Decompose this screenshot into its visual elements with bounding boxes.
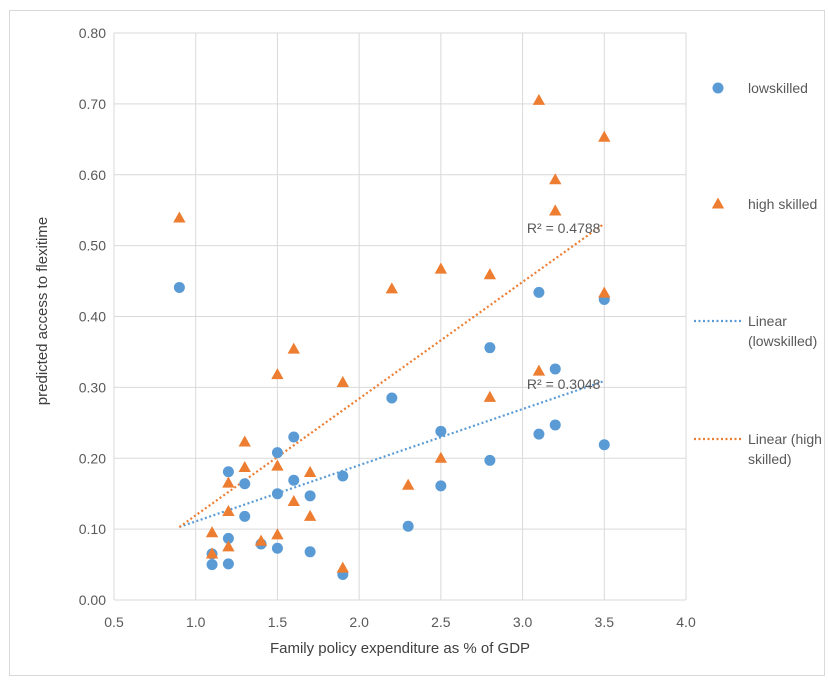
r2-labels: R² = 0.3048 R² = 0.4788 <box>527 220 601 392</box>
y-tick-label: 0.30 <box>79 379 106 395</box>
high-skilled-point <box>287 342 300 354</box>
x-tick-label: 3.5 <box>595 614 615 630</box>
lowskilled-point <box>549 419 561 431</box>
tick-labels: 0.00 0.10 0.20 0.30 0.40 0.50 0.60 0.70 0.80 0.5 1… <box>79 25 696 630</box>
trendline-lowskilled <box>179 379 605 529</box>
y-tick-label: 0.00 <box>79 592 106 608</box>
lowskilled-point <box>549 363 561 375</box>
lowskilled-point <box>484 342 496 354</box>
y-tick-label: 0.70 <box>79 96 106 112</box>
legend-label-trend-high-skilled: skilled) <box>748 451 792 467</box>
high-skilled-point <box>549 173 562 185</box>
high-skilled-point <box>271 459 284 471</box>
x-axis-label: Family policy expenditure as % of GDP <box>270 640 530 657</box>
high-skilled-point <box>238 460 251 473</box>
high-skilled-point <box>303 509 317 521</box>
legend-label-lowskilled: lowskilled <box>748 80 808 96</box>
x-tick-label: 0.5 <box>104 614 124 630</box>
x-tick-label: 4.0 <box>676 614 696 630</box>
lowskilled-point <box>239 478 251 490</box>
x-tick-label: 2.5 <box>431 614 451 630</box>
legend-marker-high-skilled <box>711 197 725 209</box>
y-tick-label: 0.10 <box>79 521 106 537</box>
y-tick-label: 0.40 <box>79 309 106 325</box>
lowskilled-point <box>206 559 218 571</box>
high-skilled-point <box>532 364 546 376</box>
chart-frame: 0.00 0.10 0.20 0.30 0.40 0.50 0.60 0.70 0.80 0.5 1… <box>9 10 825 676</box>
lowskilled-point <box>402 520 414 532</box>
lowskilled-point <box>288 474 300 486</box>
lowskilled-point <box>533 428 545 440</box>
lowskilled-point <box>173 281 185 293</box>
high-skilled-point <box>173 211 186 223</box>
lowskilled-point <box>386 392 398 404</box>
lowskilled-point <box>239 510 251 522</box>
lowskilled-point <box>271 542 283 554</box>
high-skilled-point <box>205 526 219 538</box>
scatter-chart: 0.00 0.10 0.20 0.30 0.40 0.50 0.60 0.70 0.80 0.5 1… <box>34 25 822 657</box>
legend: lowskilled high skilled Linear (lowskilled)… <box>694 80 822 467</box>
high-skilled-point <box>222 504 235 516</box>
trendline-high-skilled <box>178 222 605 528</box>
high-skilled-point <box>549 204 562 216</box>
high-skilled-point <box>401 478 415 490</box>
x-tick-label: 2.0 <box>349 614 369 630</box>
high-skilled-point <box>598 130 611 142</box>
high-skilled-point <box>222 476 235 488</box>
high-skilled-point <box>287 494 300 507</box>
lowskilled-point <box>288 431 300 443</box>
high-skilled-point <box>254 534 268 546</box>
lowskilled-point <box>435 425 447 437</box>
high-skilled-point <box>303 465 317 477</box>
legend-label-trend-lowskilled: Linear <box>748 313 787 329</box>
r2-label-high-skilled: R² = 0.4788 <box>527 220 601 236</box>
high-skilled-point <box>434 262 448 274</box>
lowskilled-point <box>304 546 316 558</box>
high-skilled-point <box>336 375 349 387</box>
high-skilled-point <box>271 528 284 540</box>
lowskilled-point <box>337 470 349 482</box>
lowskilled-point <box>484 454 496 466</box>
legend-marker-lowskilled <box>712 82 724 94</box>
high-skilled-point <box>271 368 284 380</box>
high-skilled-point <box>598 286 611 298</box>
trendlines <box>178 222 605 529</box>
y-tick-label: 0.60 <box>79 167 106 183</box>
legend-label-high-skilled: high skilled <box>748 196 817 212</box>
lowskilled-point <box>222 466 234 478</box>
high-skilled-point <box>532 93 546 105</box>
y-tick-label: 0.20 <box>79 450 106 466</box>
lowskilled-point <box>271 447 283 459</box>
x-tick-label: 3.0 <box>513 614 533 630</box>
high-skilled-point <box>483 268 497 280</box>
y-axis-label: predicted access to flexitime <box>34 217 51 405</box>
lowskilled-point <box>533 286 545 298</box>
lowskilled-point <box>222 532 234 544</box>
high-skilled-point <box>434 451 448 463</box>
high-skilled-point <box>205 547 219 559</box>
high-skilled-point <box>385 282 399 294</box>
high-skilled-point <box>238 435 251 447</box>
x-tick-label: 1.5 <box>268 614 288 630</box>
data-points <box>173 93 611 580</box>
lowskilled-point <box>435 480 447 492</box>
high-skilled-point <box>222 540 235 552</box>
x-tick-label: 1.0 <box>186 614 206 630</box>
lowskilled-point <box>304 490 316 502</box>
legend-label-trend-high-skilled: Linear (high <box>748 431 822 447</box>
y-tick-label: 0.50 <box>79 238 106 254</box>
lowskilled-point <box>271 488 283 500</box>
lowskilled-point <box>598 439 610 451</box>
r2-label-lowskilled: R² = 0.3048 <box>527 376 601 392</box>
lowskilled-point <box>222 558 234 570</box>
high-skilled-point <box>336 561 349 573</box>
y-tick-label: 0.80 <box>79 25 106 41</box>
high-skilled-point <box>483 390 497 402</box>
gridlines <box>113 32 687 601</box>
legend-label-trend-lowskilled: (lowskilled) <box>748 333 817 349</box>
